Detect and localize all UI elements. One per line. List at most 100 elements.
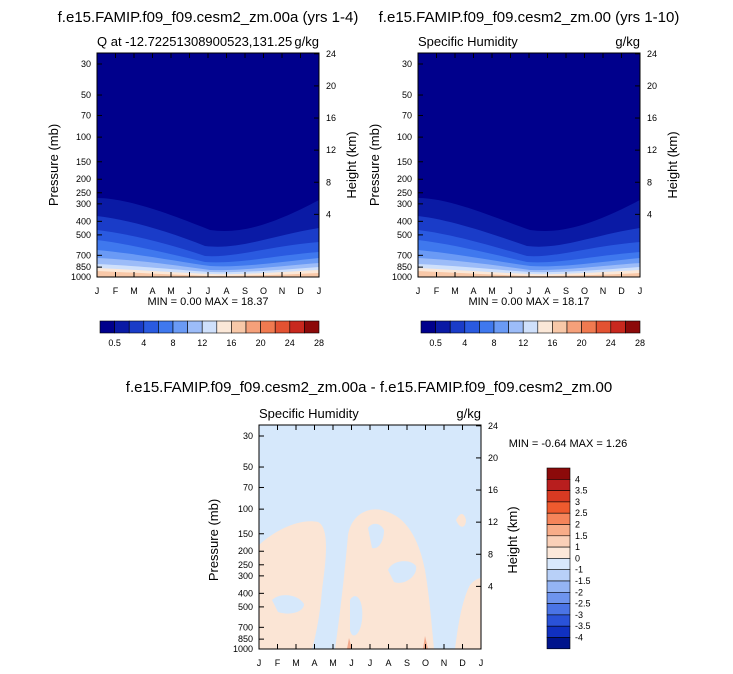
y-tick-label: 150 <box>76 157 91 167</box>
colorbar-box <box>260 320 276 334</box>
height-tick-label: 20 <box>647 81 657 91</box>
colorbar-label: -2.5 <box>575 599 591 609</box>
x-tick-label: M <box>130 286 138 296</box>
y-tick-label: 100 <box>397 132 412 142</box>
y-tick-label: 300 <box>76 199 91 209</box>
x-tick-label: F <box>275 658 281 668</box>
colorbar-label: 24 <box>606 338 616 348</box>
colorbar-label: 28 <box>635 338 645 348</box>
x-tick-label: M <box>329 658 337 668</box>
x-tick-label: S <box>563 286 569 296</box>
colorbar-label: 2.5 <box>575 508 588 518</box>
colorbar-box <box>143 320 159 334</box>
y-tick-label: 250 <box>397 188 412 198</box>
colorbar-box <box>187 320 203 334</box>
colorbar-box <box>449 320 466 334</box>
colorbar-box <box>546 546 571 559</box>
colorbar-box <box>289 320 305 334</box>
colorbar-label: -1 <box>575 565 583 575</box>
panel-2-title: f.e15.FAMIP.f09_f09.cesm2_zm.00 (yrs 1-1… <box>379 9 680 26</box>
panel-2-subtitle-right: g/kg <box>615 34 640 49</box>
colorbar-box <box>610 320 626 334</box>
colorbar-box <box>546 490 571 503</box>
x-tick-label: J <box>527 286 532 296</box>
colorbar-box <box>546 501 571 514</box>
height-tick-label: 8 <box>488 549 493 559</box>
colorbar-box <box>304 320 320 334</box>
colorbar-box <box>128 320 145 334</box>
colorbar-label: 12 <box>197 338 207 348</box>
panel-1-title: f.e15.FAMIP.f09_f09.cesm2_zm.00a (yrs 1-… <box>58 9 359 26</box>
x-tick-label: J <box>349 658 354 668</box>
height-tick-label: 24 <box>326 49 336 59</box>
colorbar-label: -3 <box>575 610 583 620</box>
y-tick-label: 700 <box>397 250 412 260</box>
panel-3-stats: MIN = -0.64 MAX = 1.26 <box>509 438 628 450</box>
colorbar-box <box>581 320 597 334</box>
panel-1-field <box>97 53 319 277</box>
x-tick-label: F <box>113 286 119 296</box>
colorbar-box <box>546 625 571 638</box>
height-tick-label: 20 <box>326 81 336 91</box>
y-tick-label: 30 <box>81 59 91 69</box>
y-tick-label: 250 <box>238 560 253 570</box>
y-tick-label: 250 <box>76 188 91 198</box>
colorbar-label: 20 <box>256 338 266 348</box>
height-tick-label: 8 <box>326 177 331 187</box>
x-tick-label: J <box>368 658 373 668</box>
colorbar-label: 2 <box>575 520 580 530</box>
y-tick-label: 30 <box>243 431 253 441</box>
panel-3-field <box>259 425 481 649</box>
y-tick-label: 100 <box>238 504 253 514</box>
x-tick-label: N <box>279 286 286 296</box>
x-tick-label: J <box>638 286 643 296</box>
y-tick-label: 70 <box>402 110 412 120</box>
panel-3-subtitle-right: g/kg <box>456 406 481 421</box>
height-tick-label: 20 <box>488 453 498 463</box>
x-tick-label: J <box>508 286 513 296</box>
y-tick-label: 200 <box>397 174 412 184</box>
y-tick-label: 50 <box>243 462 253 472</box>
colorbar-box <box>274 320 291 334</box>
colorbar-label: 28 <box>314 338 324 348</box>
colorbar-label: 8 <box>491 338 496 348</box>
x-tick-label: F <box>434 286 440 296</box>
colorbar-box <box>420 320 436 334</box>
colorbar-box <box>216 320 232 334</box>
colorbar-box <box>493 320 509 334</box>
x-tick-label: O <box>422 658 429 668</box>
x-tick-label: A <box>470 286 476 296</box>
x-tick-label: O <box>581 286 588 296</box>
x-tick-label: A <box>223 286 229 296</box>
panel-2-colorbar: 0.5 4 8 12 16 20 24 28 <box>420 320 645 348</box>
colorbar-label: 20 <box>577 338 587 348</box>
panel-1-subtitle-left: Q at -12.72251308900523,131.25 <box>97 34 292 49</box>
panel-3-height-label: Height (km) <box>505 506 520 573</box>
x-tick-label: M <box>451 286 459 296</box>
colorbar-label: 0.5 <box>429 338 442 348</box>
x-tick-label: J <box>187 286 192 296</box>
x-tick-label: J <box>257 658 262 668</box>
height-tick-label: 16 <box>488 485 498 495</box>
y-tick-label: 100 <box>76 132 91 142</box>
y-tick-label: 200 <box>76 174 91 184</box>
y-tick-label: 700 <box>76 250 91 260</box>
y-tick-label: 500 <box>238 602 253 612</box>
panel-3-colorbar: 4 3.532.5 21.510 -1-1.5-2 -2.5-3-3.5 -4 <box>546 467 591 650</box>
colorbar-label: -4 <box>575 633 583 643</box>
height-tick-label: 16 <box>647 113 657 123</box>
colorbar-label: 0 <box>575 553 580 563</box>
panel-3: f.e15.FAMIP.f09_f09.cesm2_zm.00a - f.e15… <box>126 379 628 668</box>
colorbar-box <box>114 320 130 334</box>
y-tick-label: 300 <box>238 571 253 581</box>
height-tick-label: 16 <box>326 113 336 123</box>
colorbar-box <box>245 320 261 334</box>
height-tick-label: 4 <box>488 581 493 591</box>
colorbar-box <box>546 569 571 582</box>
colorbar-box <box>172 320 188 334</box>
colorbar-box <box>508 320 524 334</box>
colorbar-label: 8 <box>170 338 175 348</box>
